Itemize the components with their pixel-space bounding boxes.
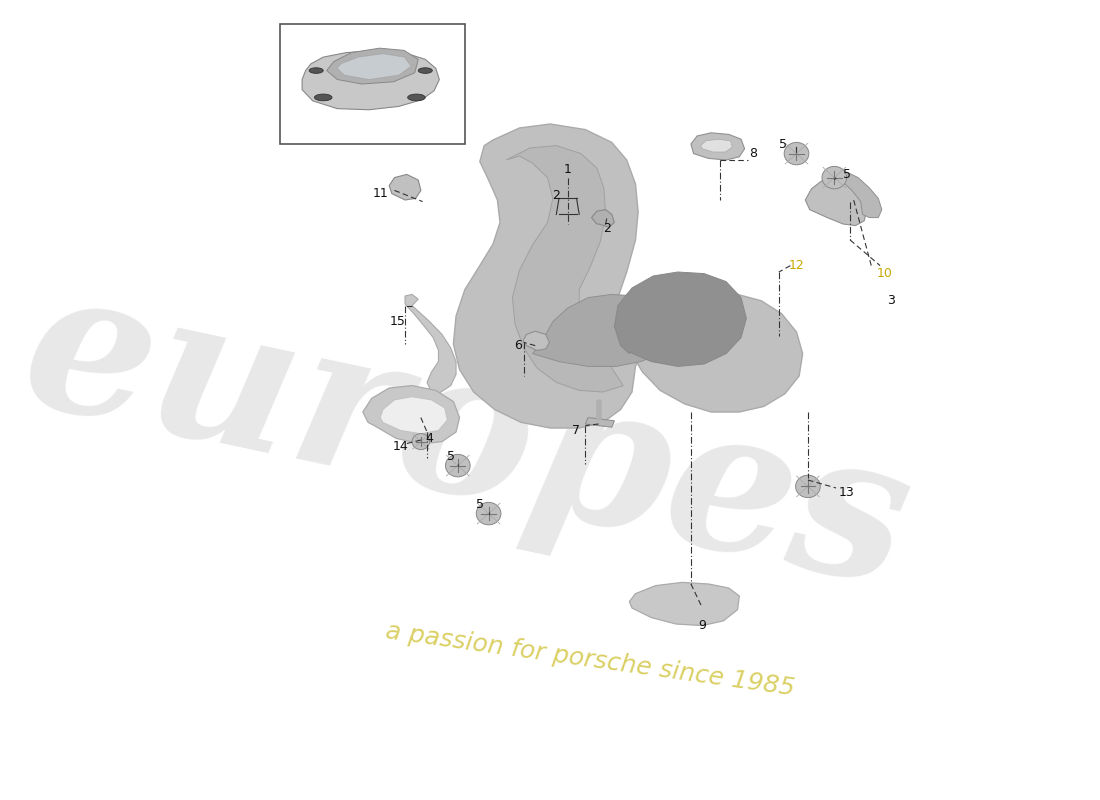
Polygon shape	[363, 386, 460, 444]
Polygon shape	[389, 174, 421, 200]
Polygon shape	[701, 139, 733, 152]
Polygon shape	[522, 331, 549, 350]
Circle shape	[795, 475, 821, 498]
Circle shape	[784, 142, 808, 165]
Circle shape	[822, 166, 847, 189]
Text: 4: 4	[426, 432, 433, 445]
Polygon shape	[506, 146, 715, 392]
Text: 5: 5	[447, 450, 454, 462]
Text: 14: 14	[393, 440, 408, 453]
Text: 8: 8	[749, 147, 758, 160]
Polygon shape	[453, 124, 803, 428]
Circle shape	[412, 434, 430, 450]
Circle shape	[476, 502, 501, 525]
Polygon shape	[585, 418, 615, 427]
Text: 7: 7	[572, 424, 580, 437]
Ellipse shape	[418, 68, 432, 74]
Circle shape	[446, 454, 470, 477]
Polygon shape	[532, 294, 676, 366]
Polygon shape	[327, 48, 418, 84]
Text: 6: 6	[514, 339, 521, 352]
Polygon shape	[691, 133, 745, 160]
Text: 2: 2	[604, 222, 612, 235]
Polygon shape	[405, 294, 456, 394]
Polygon shape	[842, 172, 882, 218]
Text: a passion for porsche since 1985: a passion for porsche since 1985	[384, 619, 796, 701]
Text: 12: 12	[789, 259, 804, 272]
Polygon shape	[629, 582, 739, 626]
Text: 10: 10	[877, 267, 892, 280]
Polygon shape	[592, 210, 615, 227]
Ellipse shape	[309, 68, 323, 74]
Text: europes: europes	[8, 252, 925, 628]
Ellipse shape	[408, 94, 426, 101]
Bar	[280, 24, 465, 144]
Text: 11: 11	[373, 187, 388, 200]
Text: 2: 2	[552, 189, 560, 202]
Text: 1: 1	[564, 163, 572, 176]
Polygon shape	[615, 272, 747, 366]
Polygon shape	[805, 178, 867, 226]
Text: 9: 9	[698, 619, 706, 632]
Text: 13: 13	[839, 486, 855, 498]
Text: 5: 5	[779, 138, 788, 150]
Polygon shape	[302, 50, 439, 110]
Polygon shape	[381, 397, 448, 434]
Text: 3: 3	[887, 294, 894, 306]
Polygon shape	[338, 54, 411, 79]
Ellipse shape	[315, 94, 332, 101]
Text: 15: 15	[390, 315, 406, 328]
Text: 5: 5	[476, 498, 484, 510]
Text: 5: 5	[843, 168, 850, 181]
